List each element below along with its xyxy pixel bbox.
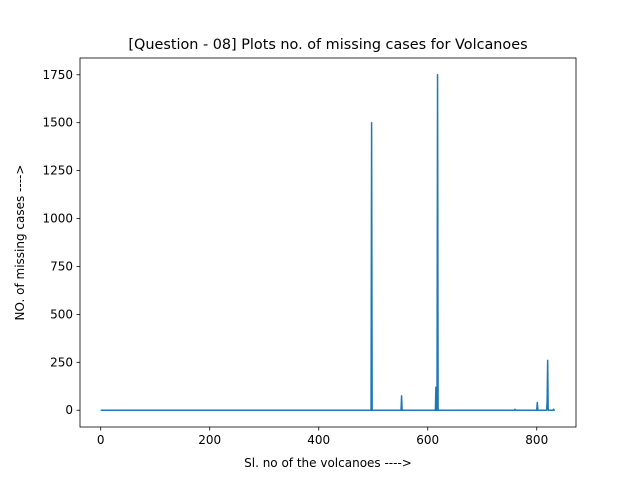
x-tick-label: 600 [416,433,439,447]
y-tick-label: 250 [50,355,73,369]
y-axis-label: NO. of missing cases ----> [13,165,27,321]
y-tick-label: 1250 [42,164,73,178]
x-tick-label: 800 [525,433,548,447]
chart-title: [Question - 08] Plots no. of missing cas… [128,37,527,53]
series-layer [100,74,555,411]
y-tick-label: 750 [50,259,73,273]
x-tick-label: 200 [198,433,221,447]
y-tick-label: 0 [65,403,73,417]
x-axis-ticks: 0 200 400 600 800 [97,427,548,447]
y-tick-label: 500 [50,307,73,321]
plot-frame [79,57,577,428]
y-tick-label: 1000 [42,212,73,226]
y-tick-label: 1750 [42,68,73,82]
x-axis-label: Sl. no of the volcanoes ----> [244,456,412,470]
y-tick-label: 1500 [42,116,73,130]
x-tick-label: 0 [97,433,105,447]
series-line-0 [100,74,555,411]
x-tick-label: 400 [307,433,330,447]
y-axis-ticks: 0 250 500 750 1000 1250 1500 1750 [42,68,80,417]
plot-area [79,57,577,428]
